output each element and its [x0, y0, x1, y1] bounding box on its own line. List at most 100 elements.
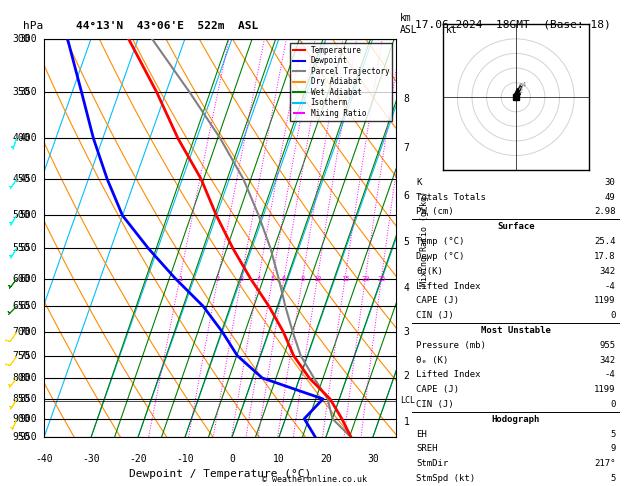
Text: 850: 850 — [13, 394, 30, 404]
Text: 342: 342 — [599, 356, 615, 364]
Text: 400: 400 — [19, 133, 36, 143]
Text: -20: -20 — [129, 454, 147, 464]
Text: 950: 950 — [19, 433, 36, 442]
Text: PW (cm): PW (cm) — [416, 208, 454, 216]
Text: CAPE (J): CAPE (J) — [416, 296, 459, 305]
Text: 2: 2 — [216, 276, 220, 281]
Text: 450: 450 — [13, 174, 30, 184]
Text: 0: 0 — [610, 400, 615, 409]
Text: LCL: LCL — [400, 397, 415, 405]
Text: 217°: 217° — [594, 459, 615, 469]
Text: 900: 900 — [13, 414, 30, 424]
Text: Hodograph: Hodograph — [492, 415, 540, 424]
Text: Totals Totals: Totals Totals — [416, 192, 486, 202]
Text: Surface: Surface — [497, 222, 535, 231]
Text: 2: 2 — [404, 371, 409, 381]
Text: θₑ(K): θₑ(K) — [416, 267, 443, 276]
Text: 0: 0 — [610, 311, 615, 320]
Text: θₑ (K): θₑ (K) — [416, 356, 448, 364]
Text: 30: 30 — [367, 454, 379, 464]
Text: 300: 300 — [13, 34, 30, 44]
Text: 8: 8 — [301, 276, 304, 281]
Text: Pressure (mb): Pressure (mb) — [416, 341, 486, 350]
Text: kt: kt — [446, 25, 457, 35]
Text: 350: 350 — [19, 87, 36, 97]
Text: 5: 5 — [404, 237, 409, 247]
Text: 1199: 1199 — [594, 296, 615, 305]
Text: 10: 10 — [273, 454, 285, 464]
Text: 600: 600 — [19, 274, 36, 283]
Legend: Temperature, Dewpoint, Parcel Trajectory, Dry Adiabat, Wet Adiabat, Isotherm, Mi: Temperature, Dewpoint, Parcel Trajectory… — [290, 43, 392, 121]
Text: 25.4: 25.4 — [594, 237, 615, 246]
Text: EH: EH — [416, 430, 427, 439]
Text: 342: 342 — [599, 267, 615, 276]
Text: 750: 750 — [13, 351, 30, 361]
Text: 20: 20 — [320, 454, 331, 464]
Text: Dewp (°C): Dewp (°C) — [416, 252, 465, 261]
Text: 4: 4 — [521, 82, 526, 88]
Text: 1: 1 — [177, 276, 182, 281]
Text: -4: -4 — [604, 370, 615, 380]
Text: 950: 950 — [13, 433, 30, 442]
Text: 8: 8 — [404, 94, 409, 104]
Text: 450: 450 — [19, 174, 36, 184]
Text: 900: 900 — [19, 414, 36, 424]
Text: 955: 955 — [599, 341, 615, 350]
Text: 1199: 1199 — [594, 385, 615, 394]
Text: 650: 650 — [13, 301, 30, 311]
Text: 800: 800 — [19, 373, 36, 383]
Text: -4: -4 — [604, 281, 615, 291]
Text: 650: 650 — [19, 301, 36, 311]
Text: Dewpoint / Temperature (°C): Dewpoint / Temperature (°C) — [129, 469, 311, 479]
Text: 17.8: 17.8 — [594, 252, 615, 261]
Text: 850: 850 — [19, 394, 36, 404]
Text: 700: 700 — [19, 327, 36, 337]
Text: Mixing Ratio (g/kg): Mixing Ratio (g/kg) — [420, 191, 429, 286]
Text: © weatheronline.co.uk: © weatheronline.co.uk — [262, 474, 367, 484]
Text: CAPE (J): CAPE (J) — [416, 385, 459, 394]
Text: 5: 5 — [610, 430, 615, 439]
Text: 500: 500 — [19, 210, 36, 221]
Text: 30: 30 — [604, 178, 615, 187]
Text: 7: 7 — [404, 143, 409, 153]
Text: 550: 550 — [13, 243, 30, 253]
Text: 6: 6 — [404, 191, 409, 201]
Text: CIN (J): CIN (J) — [416, 311, 454, 320]
Text: 10: 10 — [313, 276, 321, 281]
Text: 6: 6 — [519, 84, 523, 89]
Text: 800: 800 — [13, 373, 30, 383]
Text: km
ASL: km ASL — [400, 13, 418, 35]
Text: -30: -30 — [82, 454, 100, 464]
Text: 2: 2 — [519, 88, 523, 94]
Text: -10: -10 — [176, 454, 194, 464]
Text: 25: 25 — [377, 276, 386, 281]
Text: 0: 0 — [229, 454, 235, 464]
Text: SREH: SREH — [416, 445, 438, 453]
Text: Temp (°C): Temp (°C) — [416, 237, 465, 246]
Text: 600: 600 — [13, 274, 30, 283]
Text: StmDir: StmDir — [416, 459, 448, 469]
Text: Most Unstable: Most Unstable — [481, 326, 551, 335]
Text: Lifted Index: Lifted Index — [416, 370, 481, 380]
Text: 550: 550 — [19, 243, 36, 253]
Text: -40: -40 — [35, 454, 53, 464]
Text: 300: 300 — [19, 34, 36, 44]
Text: 6: 6 — [282, 276, 286, 281]
Text: 49: 49 — [604, 192, 615, 202]
Text: 20: 20 — [361, 276, 370, 281]
Text: 400: 400 — [13, 133, 30, 143]
Text: 9: 9 — [610, 445, 615, 453]
Text: 15: 15 — [341, 276, 349, 281]
Text: 4: 4 — [404, 283, 409, 293]
Text: 350: 350 — [13, 87, 30, 97]
Text: 500: 500 — [13, 210, 30, 221]
Text: CIN (J): CIN (J) — [416, 400, 454, 409]
Text: hPa: hPa — [23, 21, 43, 31]
Text: 700: 700 — [13, 327, 30, 337]
Text: 5: 5 — [270, 276, 274, 281]
Text: 2.98: 2.98 — [594, 208, 615, 216]
Text: 17.06.2024  18GMT  (Base: 18): 17.06.2024 18GMT (Base: 18) — [415, 19, 611, 30]
Text: K: K — [416, 178, 421, 187]
Text: 1: 1 — [404, 417, 409, 427]
Text: Lifted Index: Lifted Index — [416, 281, 481, 291]
